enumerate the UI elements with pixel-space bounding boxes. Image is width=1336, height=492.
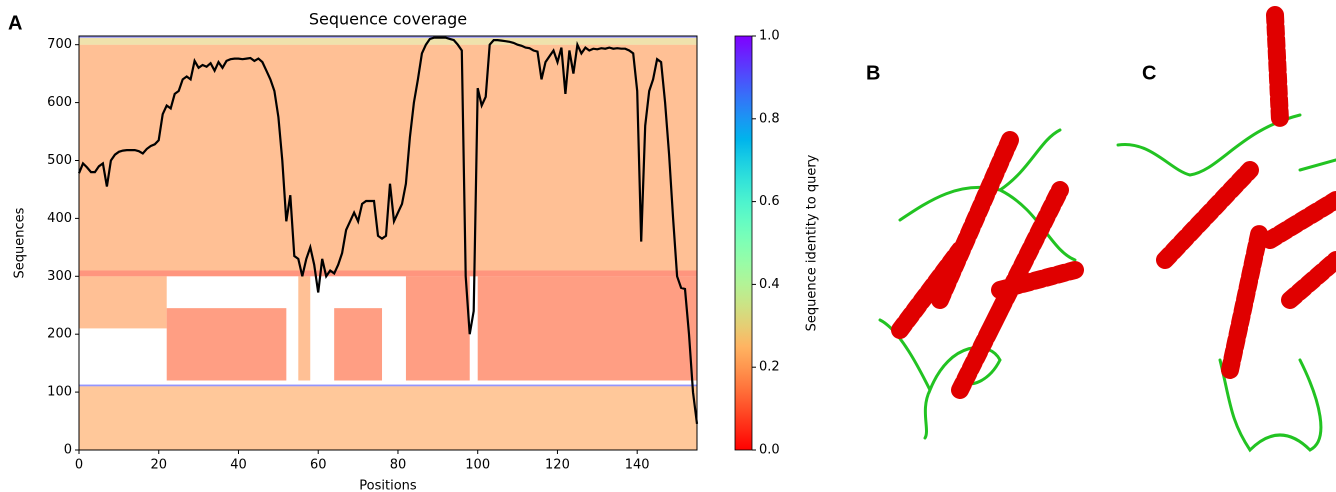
coverage-region (166, 308, 287, 381)
x-tick-label: 60 (310, 458, 327, 473)
y-tick-label: 400 (47, 211, 72, 226)
y-tick-label: 100 (47, 385, 72, 400)
structure-b (878, 128, 1084, 440)
coverage-region (79, 384, 697, 387)
x-tick-label: 120 (545, 458, 570, 473)
coverage-region (79, 36, 697, 38)
panel-label: C (1142, 62, 1156, 84)
y-tick-label: 600 (47, 95, 72, 110)
coverage-region (477, 276, 697, 381)
panel-label: B (866, 62, 880, 84)
plot-frame (78, 35, 698, 451)
colorbar (734, 35, 753, 451)
coverage-region (79, 37, 697, 45)
coverage-region (79, 44, 697, 271)
y-tick-label: 200 (47, 327, 72, 342)
coverage-region (79, 386, 697, 450)
x-tick-label: 80 (390, 458, 407, 473)
x-tick-label: 40 (230, 458, 247, 473)
coverage-region (298, 276, 311, 381)
x-tick-label: 0 (75, 458, 83, 473)
x-tick-label: 100 (465, 458, 490, 473)
coverage-line (77, 36, 699, 425)
y-tick-label: 0 (64, 443, 72, 458)
x-tick-label: 140 (625, 458, 650, 473)
y-axis-label: Sequences (13, 207, 28, 278)
coverage-region (79, 270, 697, 277)
colorbar-tick-label: 1.0 (759, 29, 780, 44)
panel-label: A (8, 12, 22, 34)
colorbar-tick-label: 0.4 (759, 277, 780, 292)
y-tick-label: 700 (47, 37, 72, 52)
colorbar-tick-label: 0.6 (759, 194, 780, 209)
coverage-region (79, 276, 167, 329)
x-axis-label: Positions (359, 479, 417, 492)
colorbar-tick-label: 0.0 (759, 443, 780, 458)
x-tick-label: 20 (150, 458, 167, 473)
colorbar-label: Sequence identity to query (805, 154, 820, 331)
colorbar-tick-label: 0.2 (759, 360, 780, 375)
structure-c (1116, 6, 1336, 453)
colorbar-tick-label: 0.8 (759, 111, 780, 126)
y-tick-label: 500 (47, 153, 72, 168)
coverage-region (334, 308, 383, 381)
chart-title: Sequence coverage (309, 10, 467, 29)
coverage-region (405, 276, 470, 381)
y-tick-label: 300 (47, 269, 72, 284)
